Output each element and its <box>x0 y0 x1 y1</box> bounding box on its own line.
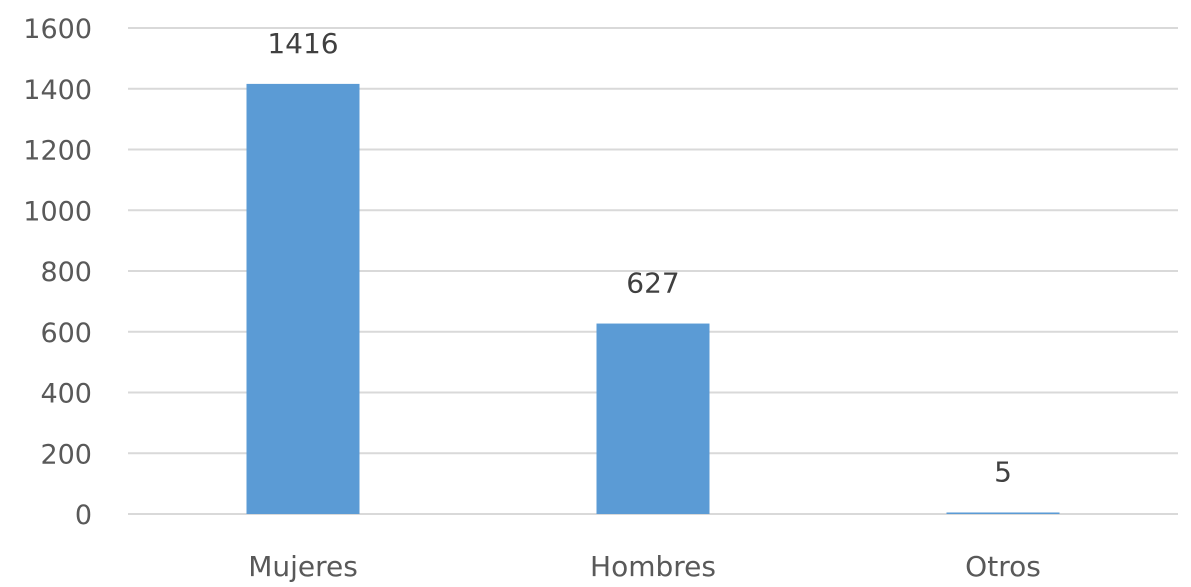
y-tick-label: 1600 <box>23 14 92 45</box>
y-tick-label: 0 <box>75 500 92 531</box>
bar-otros <box>946 512 1060 514</box>
y-tick-label: 1400 <box>23 75 92 106</box>
x-category-label-mujeres: Mujeres <box>248 550 358 583</box>
y-tick-label: 400 <box>40 379 92 410</box>
x-axis-category-labels: Mujeres Hombres Otros <box>248 550 1041 583</box>
y-tick-label: 600 <box>40 318 92 349</box>
data-label-hombres: 627 <box>626 267 679 300</box>
bars <box>246 83 1060 514</box>
data-labels: 1416 627 5 <box>267 27 1012 489</box>
x-category-label-otros: Otros <box>965 550 1041 583</box>
y-tick-label: 1000 <box>23 196 92 227</box>
bar-mujeres <box>246 83 360 514</box>
y-tick-label: 800 <box>40 257 92 288</box>
bar-hombres <box>596 323 710 514</box>
y-tick-label: 200 <box>40 439 92 470</box>
y-tick-label: 1200 <box>23 136 92 167</box>
y-axis-tick-labels: 0 200 400 600 800 1000 1200 1400 1600 <box>23 14 92 531</box>
x-category-label-hombres: Hombres <box>590 550 716 583</box>
data-label-mujeres: 1416 <box>267 27 338 60</box>
data-label-otros: 5 <box>994 455 1012 488</box>
